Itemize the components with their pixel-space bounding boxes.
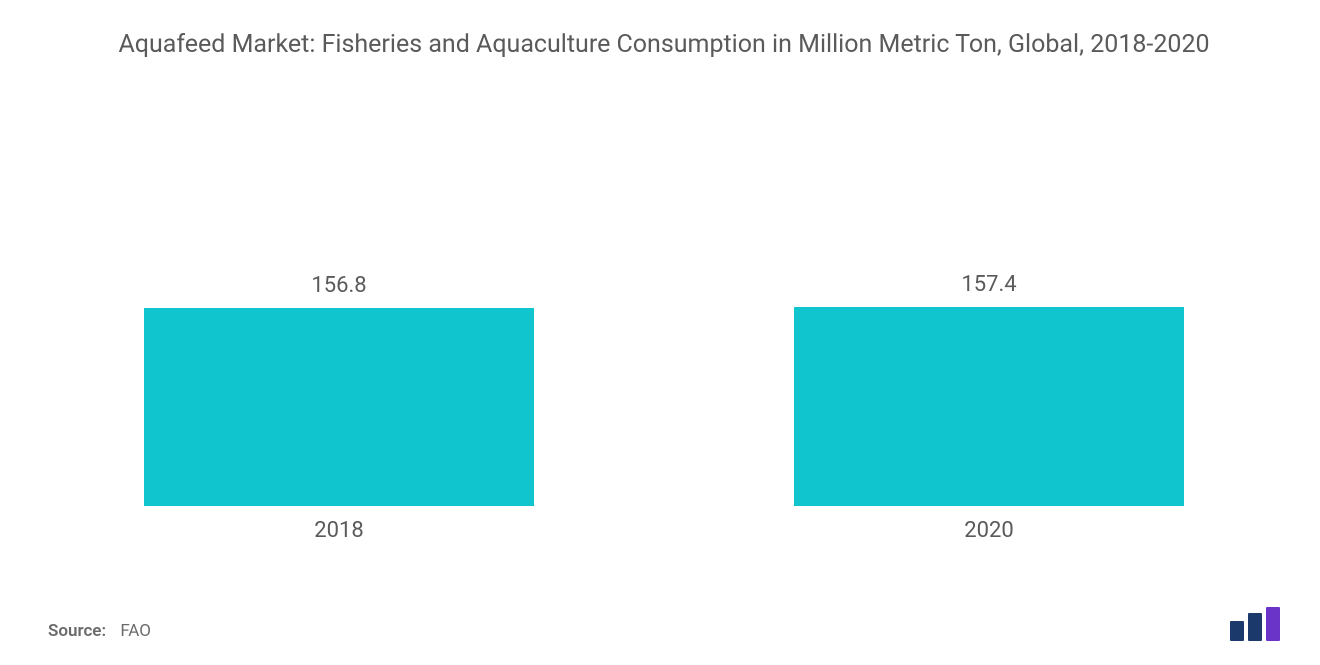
source-value: FAO bbox=[120, 621, 151, 641]
chart-title: Aquafeed Market: Fisheries and Aquacultu… bbox=[118, 28, 1209, 62]
source-attribution: Source: FAO bbox=[48, 621, 151, 641]
chart-footer: Source: FAO bbox=[48, 559, 1280, 641]
bar-category-label: 2020 bbox=[964, 518, 1013, 543]
bar-group-1: 157.4 2020 bbox=[794, 272, 1184, 543]
source-label: Source: bbox=[48, 621, 106, 641]
plot-area: 156.8 2018 157.4 2020 bbox=[48, 82, 1280, 559]
logo-bar-1 bbox=[1248, 613, 1262, 641]
bar-category-label: 2018 bbox=[314, 518, 363, 543]
chart-container: Aquafeed Market: Fisheries and Aquacultu… bbox=[0, 0, 1320, 665]
brand-logo-icon bbox=[1230, 607, 1280, 641]
bar-value-label: 157.4 bbox=[961, 272, 1016, 297]
bar-1 bbox=[794, 307, 1184, 506]
logo-bar-0 bbox=[1230, 621, 1244, 641]
bar-value-label: 156.8 bbox=[311, 273, 366, 298]
bar-0 bbox=[144, 308, 534, 506]
bar-group-0: 156.8 2018 bbox=[144, 273, 534, 543]
logo-bar-2 bbox=[1266, 607, 1280, 641]
